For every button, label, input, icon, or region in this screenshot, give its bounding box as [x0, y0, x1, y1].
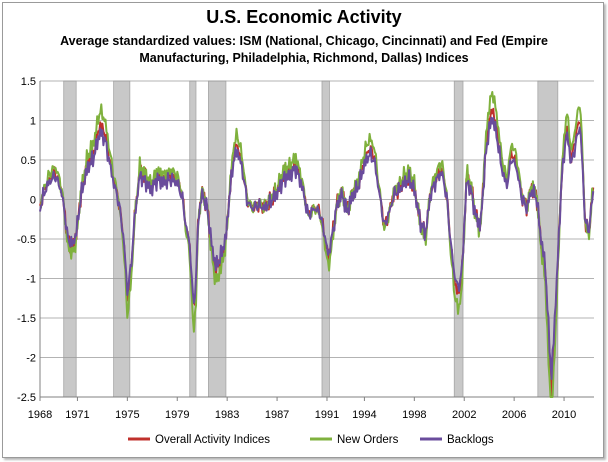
x-tick-label: 1968 [28, 409, 52, 421]
y-tick-labels: -2.5 -2 -1.5 -1 -0.5 0 0.5 1 1.5 [17, 76, 36, 404]
y-tick-label: 0.5 [21, 155, 36, 167]
x-tick-label: 1994 [352, 409, 376, 421]
legend-label: Backlogs [447, 434, 494, 446]
axes [39, 81, 594, 401]
legend: Overall Activity Indices New Orders Backlo… [128, 434, 494, 446]
y-tick-label: 0 [30, 195, 36, 207]
y-tick-label: -2 [26, 353, 36, 365]
y-tick-label: -1 [26, 274, 36, 286]
legend-label: Overall Activity Indices [155, 434, 270, 446]
x-tick-label: 2006 [502, 409, 526, 421]
y-tick-label: -0.5 [17, 234, 36, 246]
x-tick-label: 1979 [165, 409, 189, 421]
x-tick-label: 1975 [115, 409, 139, 421]
y-tick-label: 1.5 [21, 76, 36, 88]
x-tick-labels: 1968 1971 1975 1979 1983 1987 1991 1994 1998 2002… [28, 409, 577, 421]
x-tick-label: 1971 [65, 409, 89, 421]
chart-subtitle: Average standardized values: ISM (Nation… [60, 34, 548, 65]
legend-label: New Orders [337, 434, 399, 446]
x-tick-label: 1991 [315, 409, 339, 421]
y-tick-label: 1 [30, 116, 36, 128]
x-tick-label: 1983 [215, 409, 239, 421]
x-tick-label: 2010 [552, 409, 576, 421]
x-tick-label: 2002 [452, 409, 476, 421]
chart-frame [2, 2, 604, 458]
series-lines [39, 91, 595, 398]
y-tick-label: -1.5 [17, 313, 36, 325]
series-line [39, 116, 595, 380]
y-tick-label: -2.5 [17, 392, 36, 404]
x-tick-label: 1987 [265, 409, 289, 421]
x-tick-label: 1998 [402, 409, 426, 421]
chart-title: U.S. Economic Activity [206, 7, 402, 27]
